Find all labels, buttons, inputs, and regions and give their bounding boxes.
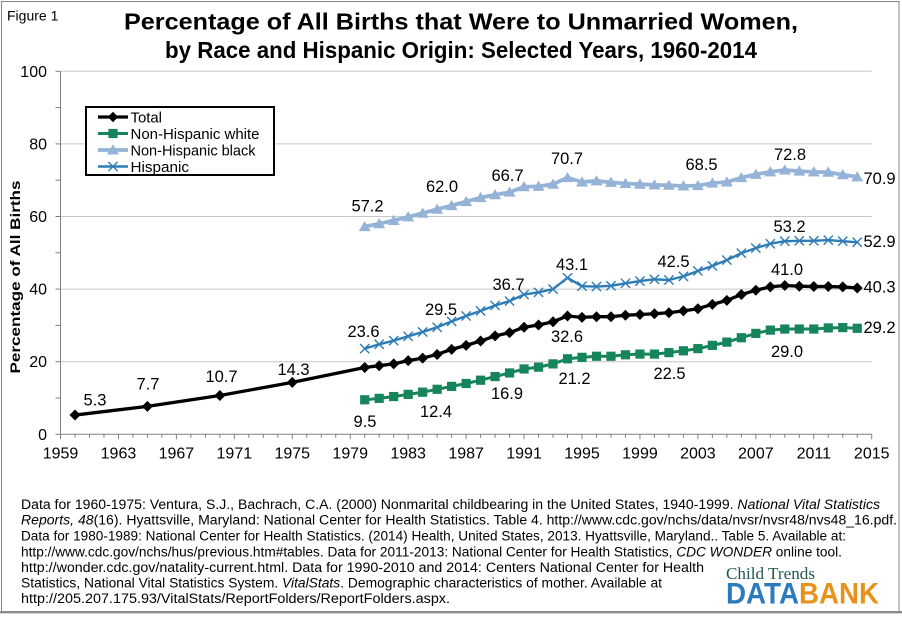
svg-text:DATA: DATA <box>726 578 799 611</box>
svg-text:Total: Total <box>131 110 163 127</box>
svg-text:Child Trends: Child Trends <box>726 564 815 583</box>
svg-text:43.1: 43.1 <box>556 256 588 274</box>
svg-text:Percentage of All Births that: Percentage of All Births that Were to Un… <box>124 9 798 35</box>
svg-text:100: 100 <box>20 64 47 81</box>
svg-text:36.7: 36.7 <box>492 276 524 294</box>
svg-text:BANK: BANK <box>799 578 879 611</box>
svg-text:70.7: 70.7 <box>551 150 583 168</box>
svg-text:20: 20 <box>29 354 47 371</box>
svg-text:42.5: 42.5 <box>657 253 689 271</box>
svg-text:2007: 2007 <box>738 446 774 463</box>
svg-text:http://www.cdc.gov/nchs/hus/pr: http://www.cdc.gov/nchs/hus/previous.htm… <box>21 545 842 560</box>
svg-text:2011: 2011 <box>797 446 832 463</box>
svg-text:41.0: 41.0 <box>771 261 803 279</box>
svg-text:29.5: 29.5 <box>425 301 457 319</box>
svg-text:1967: 1967 <box>159 446 195 463</box>
svg-text:1971: 1971 <box>217 446 253 463</box>
svg-text:1991: 1991 <box>506 446 542 463</box>
svg-text:12.4: 12.4 <box>420 403 452 421</box>
svg-text:http://205.207.175.93/VitalSta: http://205.207.175.93/VitalStats/ReportF… <box>21 591 450 606</box>
svg-text:1975: 1975 <box>274 446 310 463</box>
svg-text:60: 60 <box>29 209 47 226</box>
svg-text:14.3: 14.3 <box>277 361 309 379</box>
svg-text:70.9: 70.9 <box>864 170 896 188</box>
svg-text:Non-Hispanic black: Non-Hispanic black <box>131 143 256 160</box>
svg-text:1963: 1963 <box>101 446 137 463</box>
svg-text:22.5: 22.5 <box>653 365 685 383</box>
svg-text:57.2: 57.2 <box>351 198 383 216</box>
svg-text:Non-Hispanic white: Non-Hispanic white <box>131 126 260 143</box>
svg-text:40: 40 <box>29 282 47 299</box>
svg-text:1979: 1979 <box>332 446 368 463</box>
svg-text:2003: 2003 <box>680 446 716 463</box>
svg-text:5.3: 5.3 <box>84 392 107 410</box>
svg-text:68.5: 68.5 <box>685 156 717 174</box>
svg-text:Reports, 48(16). Hyattsville,: Reports, 48 (16). Hyattsville, Maryland: … <box>21 513 897 528</box>
svg-text:Data for 1960-1975: Ventura, S: Data for 1960-1975: Ventura, S.J., Bachr… <box>21 497 880 512</box>
svg-text:Percentage of All Births: Percentage of All Births <box>7 180 23 373</box>
svg-text:52.9: 52.9 <box>864 233 896 251</box>
svg-text:1959: 1959 <box>43 446 79 463</box>
svg-text:9.5: 9.5 <box>354 413 377 431</box>
svg-text:40.3: 40.3 <box>864 279 896 297</box>
svg-text:by Race and Hispanic Origin: S: by Race and Hispanic Origin: Selected Ye… <box>165 37 757 63</box>
svg-text:32.6: 32.6 <box>551 328 583 346</box>
svg-text:Statistics, National Vital Sta: Statistics, National Vital Statistics Sy… <box>21 576 662 591</box>
svg-text:66.7: 66.7 <box>491 167 523 185</box>
svg-text:7.7: 7.7 <box>137 376 160 394</box>
svg-text:72.8: 72.8 <box>774 146 806 164</box>
svg-text:53.2: 53.2 <box>773 218 805 236</box>
svg-text:Figure 1: Figure 1 <box>7 8 59 24</box>
svg-text:62.0: 62.0 <box>426 178 458 196</box>
svg-text:1987: 1987 <box>448 446 484 463</box>
svg-text:29.0: 29.0 <box>771 343 803 361</box>
svg-text:80: 80 <box>29 136 47 153</box>
svg-text:16.9: 16.9 <box>491 385 523 403</box>
svg-text:2015: 2015 <box>854 446 890 463</box>
svg-text:0: 0 <box>38 427 47 444</box>
svg-text:Data for 1980-1989: National C: Data for 1980-1989: National Center for … <box>21 529 846 544</box>
svg-text:29.2: 29.2 <box>864 319 896 337</box>
svg-text:http://wonder.cdc.gov/natality: http://wonder.cdc.gov/natality-current.h… <box>21 560 704 575</box>
svg-text:10.7: 10.7 <box>205 368 237 386</box>
svg-text:21.2: 21.2 <box>558 370 590 388</box>
svg-text:1983: 1983 <box>390 446 426 463</box>
svg-text:23.6: 23.6 <box>347 323 379 341</box>
svg-text:Hispanic: Hispanic <box>131 159 190 176</box>
svg-text:1995: 1995 <box>564 446 600 463</box>
svg-text:1999: 1999 <box>622 446 658 463</box>
